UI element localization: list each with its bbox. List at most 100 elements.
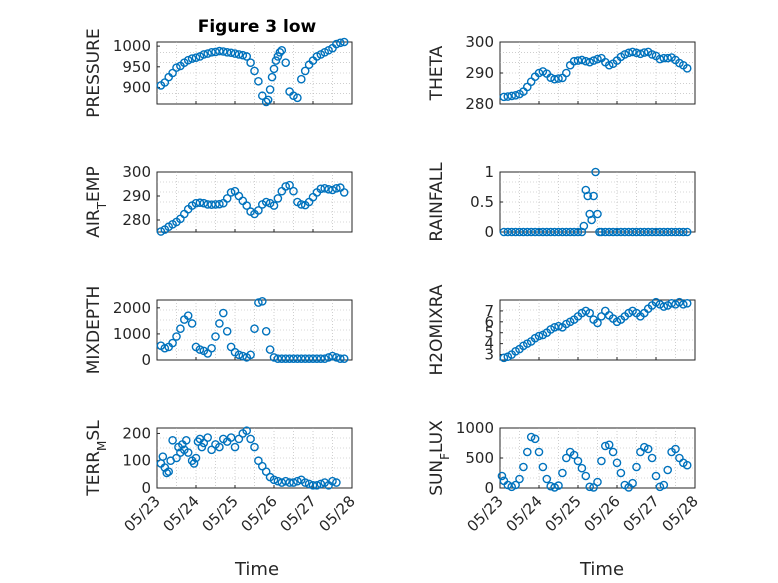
data-point — [534, 331, 544, 341]
data-point — [519, 462, 528, 472]
data-point — [499, 92, 509, 102]
y-axis-label: SUNFLUX — [427, 420, 452, 496]
data-point — [261, 97, 271, 107]
data-point — [316, 354, 326, 363]
x-axis-label-left: Time — [234, 559, 279, 580]
y-axis-label: TERRMSL — [84, 420, 109, 497]
data-point — [608, 447, 618, 457]
data-point — [273, 194, 283, 203]
data-point — [222, 327, 232, 336]
data-point — [546, 73, 556, 82]
data-point — [183, 448, 193, 457]
data-point — [554, 481, 563, 490]
data-point — [222, 48, 232, 57]
data-point — [523, 447, 532, 457]
data-point — [515, 474, 524, 484]
data-point — [285, 180, 294, 190]
data-point — [222, 194, 232, 203]
y-tick-label: 5 — [484, 324, 494, 342]
data-point — [612, 458, 622, 468]
y-tick-label: 300 — [465, 33, 494, 51]
data-point — [569, 450, 579, 460]
data-point — [304, 479, 314, 489]
data-point — [507, 91, 517, 101]
chart-panel-0: 900 950 1000 PRESSURE — [84, 28, 353, 118]
y-tick-label: 100 — [122, 452, 151, 470]
chart-panel-1: 280 290 300 THETA — [427, 33, 696, 113]
data-point — [269, 475, 279, 485]
data-point — [203, 49, 212, 58]
data-point — [569, 56, 579, 66]
data-point — [254, 456, 263, 466]
data-point — [585, 57, 595, 67]
data-point — [554, 321, 563, 331]
y-axis-label: RAINFALL — [427, 162, 447, 242]
data-point — [267, 72, 277, 82]
data-point — [246, 58, 255, 67]
data-point — [211, 332, 220, 341]
data-point — [300, 478, 310, 487]
data-point — [289, 478, 298, 487]
data-point — [218, 308, 228, 318]
data-point — [261, 327, 271, 336]
data-point — [207, 343, 216, 353]
data-point — [558, 468, 567, 478]
y-axis-label: PRESSURE — [84, 28, 104, 117]
data-point — [328, 476, 337, 486]
data-point — [647, 50, 657, 59]
data-point — [577, 463, 587, 473]
data-point — [589, 191, 598, 201]
y-axis-label: AIRTEMP — [84, 166, 109, 237]
data-point — [573, 456, 583, 466]
data-point — [628, 47, 637, 57]
y-tick-label: 0 — [484, 479, 494, 497]
data-point — [199, 198, 209, 208]
data-point — [199, 438, 209, 448]
data-point — [597, 312, 606, 321]
data-point — [332, 39, 341, 49]
data-point — [263, 95, 273, 105]
data-point — [281, 476, 291, 486]
data-point — [187, 319, 197, 328]
data-point — [293, 476, 302, 486]
figure-title: Figure 3 low — [198, 17, 317, 37]
data-point — [203, 433, 212, 442]
data-point — [542, 474, 552, 484]
data-point — [320, 184, 330, 193]
y-tick-label: 0 — [141, 351, 151, 369]
data-point — [242, 201, 251, 210]
data-point — [328, 351, 337, 361]
data-point — [195, 198, 205, 208]
y-tick-label: 200 — [122, 424, 151, 442]
data-point — [534, 447, 544, 457]
chart-panel-3: 0 0.5 1 RAINFALL — [427, 162, 696, 242]
y-tick-label: 950 — [122, 58, 151, 76]
chart-panel-2: 280 290 300 AIRTEMP — [84, 163, 353, 238]
data-point — [679, 227, 688, 237]
data-point — [172, 63, 181, 72]
data-point — [593, 54, 602, 64]
y-tick-label: 1 — [484, 163, 494, 181]
data-point — [577, 55, 587, 65]
data-point — [226, 188, 236, 197]
data-point — [659, 302, 669, 311]
data-point — [682, 64, 692, 73]
data-point — [312, 480, 322, 490]
y-tick-label: 900 — [122, 78, 151, 96]
data-point — [257, 91, 267, 101]
data-point — [234, 350, 244, 360]
data-point — [604, 60, 614, 70]
data-point — [275, 48, 285, 57]
data-point — [663, 53, 673, 63]
data-point — [261, 467, 271, 476]
data-point — [215, 319, 224, 328]
data-point — [332, 478, 341, 487]
data-point — [499, 353, 509, 363]
y-tick-label: 1000 — [113, 37, 151, 55]
x-axis-label-right: Time — [579, 559, 624, 580]
data-point — [215, 442, 224, 452]
data-point — [273, 52, 283, 61]
data-point — [655, 54, 665, 64]
